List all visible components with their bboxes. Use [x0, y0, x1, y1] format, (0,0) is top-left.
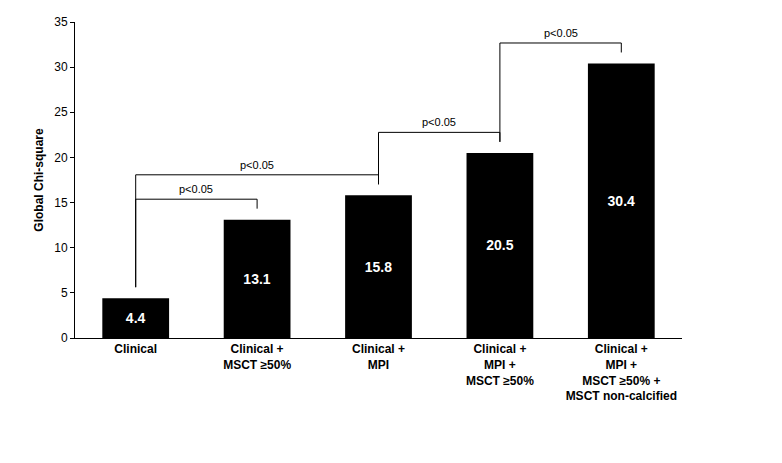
svg-text:15.8: 15.8 — [365, 259, 392, 275]
svg-text:Global Chi-square: Global Chi-square — [32, 128, 46, 232]
svg-text:Clinical +MPI: Clinical +MPI — [352, 342, 405, 372]
svg-text:p<0.05: p<0.05 — [240, 159, 274, 171]
svg-text:30: 30 — [54, 60, 68, 74]
svg-text:Clinical: Clinical — [114, 342, 157, 356]
svg-text:Clinical +MSCT ≥50%: Clinical +MSCT ≥50% — [223, 342, 291, 372]
svg-text:p<0.05: p<0.05 — [422, 116, 456, 128]
svg-text:25: 25 — [54, 105, 68, 119]
svg-text:p<0.05: p<0.05 — [544, 27, 578, 39]
svg-text:10: 10 — [54, 241, 68, 255]
svg-text:Clinical +MPI +MSCT ≥50% +MSCT: Clinical +MPI +MSCT ≥50% +MSCT non-calci… — [566, 342, 677, 403]
svg-text:Clinical +MPI +MSCT ≥50%: Clinical +MPI +MSCT ≥50% — [466, 342, 534, 387]
svg-text:35: 35 — [54, 15, 68, 29]
svg-text:4.4: 4.4 — [126, 310, 146, 326]
svg-text:20: 20 — [54, 151, 68, 165]
svg-text:5: 5 — [61, 286, 68, 300]
svg-text:15: 15 — [54, 196, 68, 210]
svg-text:p<0.05: p<0.05 — [179, 183, 213, 195]
svg-text:30.4: 30.4 — [608, 193, 635, 209]
svg-text:13.1: 13.1 — [243, 271, 270, 287]
svg-text:0: 0 — [61, 331, 68, 345]
svg-text:20.5: 20.5 — [486, 237, 513, 253]
